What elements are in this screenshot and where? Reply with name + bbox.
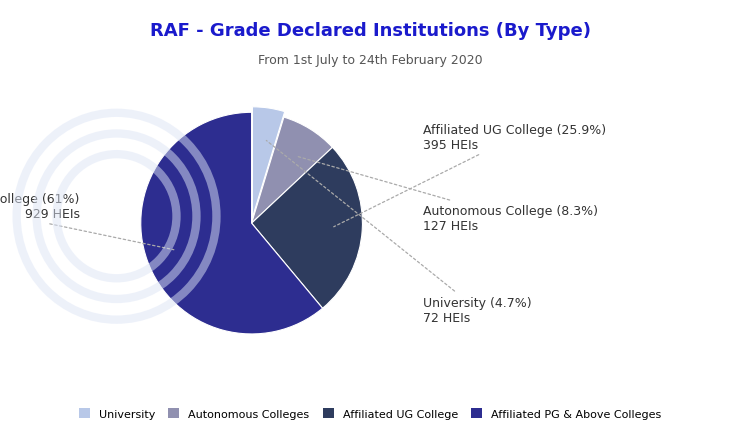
- Legend: University, Autonomous Colleges, Affiliated UG College, Affiliated PG & Above Co: University, Autonomous Colleges, Affilia…: [73, 402, 667, 424]
- Text: From 1st July to 24th February 2020: From 1st July to 24th February 2020: [258, 54, 482, 67]
- Text: Affiliated PG & Above College (61%)
929 HEIs: Affiliated PG & Above College (61%) 929 …: [0, 193, 174, 250]
- Wedge shape: [252, 108, 285, 218]
- Wedge shape: [252, 148, 363, 309]
- Text: University (4.7%)
72 HEIs: University (4.7%) 72 HEIs: [266, 141, 532, 324]
- Wedge shape: [252, 118, 332, 224]
- Text: Affiliated UG College (25.9%)
395 HEIs: Affiliated UG College (25.9%) 395 HEIs: [334, 123, 607, 227]
- Text: RAF - Grade Declared Institutions (By Type): RAF - Grade Declared Institutions (By Ty…: [149, 22, 591, 40]
- Text: Autonomous College (8.3%)
127 HEIs: Autonomous College (8.3%) 127 HEIs: [297, 157, 599, 232]
- Wedge shape: [141, 113, 323, 334]
